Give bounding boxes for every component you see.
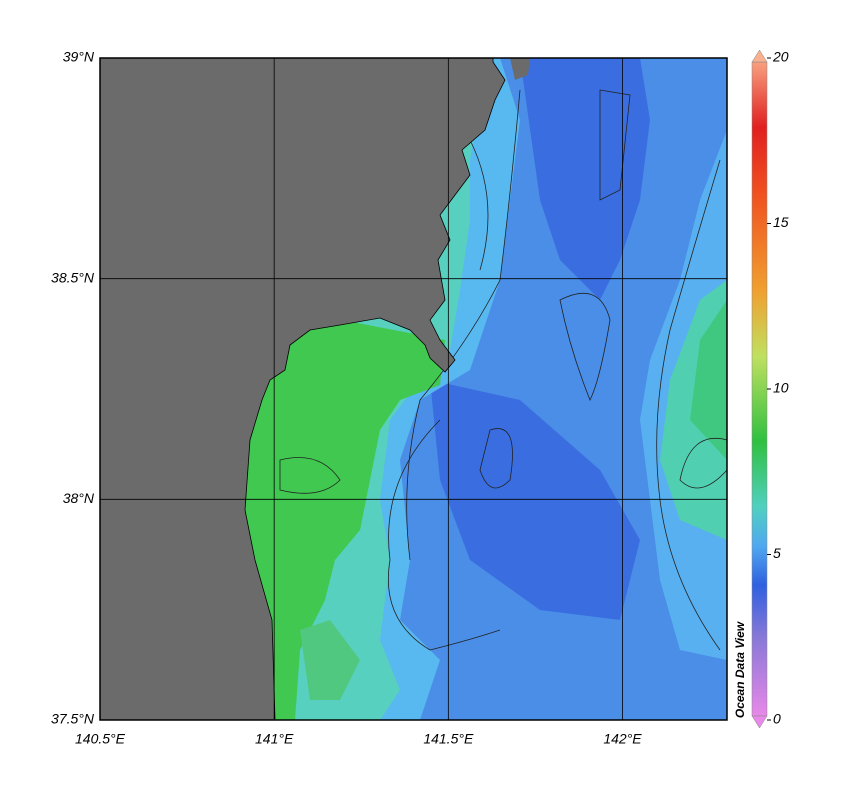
- x-tick-label: 142°E: [603, 731, 642, 747]
- contour: [279, 457, 341, 494]
- contour: [387, 419, 501, 651]
- green-zone: [240, 300, 445, 720]
- credit: Ocean Data View: [733, 621, 747, 718]
- land: [510, 58, 530, 80]
- land: [100, 58, 506, 720]
- x-tick-label: 141.5°E: [423, 731, 474, 747]
- y-tick-label: 38.5°N: [51, 269, 95, 285]
- colorbar-label: 20: [772, 49, 789, 65]
- x-tick-label: 140.5°E: [75, 731, 126, 747]
- contour: [599, 89, 631, 201]
- colorbar-min-arrow: [751, 715, 768, 729]
- colorbar-label: 15: [773, 214, 789, 230]
- colorbar: [751, 61, 768, 717]
- green-zone: [690, 300, 727, 460]
- colorbar-label: 0: [773, 711, 781, 727]
- y-tick-label: 38°N: [63, 490, 95, 506]
- x-tick-label: 141°E: [255, 731, 294, 747]
- map-frame: [99, 57, 728, 721]
- contour: [559, 292, 611, 401]
- contour: [469, 139, 489, 271]
- contour: [679, 438, 727, 489]
- colorbar-label: 5: [773, 545, 781, 561]
- contour: [406, 89, 521, 561]
- contour: [656, 159, 721, 651]
- y-tick-label: 39°N: [63, 49, 95, 65]
- colorbar-max-arrow: [751, 49, 768, 63]
- y-tick-label: 37.5°N: [51, 711, 95, 727]
- low-zone: [430, 380, 640, 620]
- colorbar-label: 10: [773, 380, 789, 396]
- contour: [479, 428, 513, 489]
- green-zone: [300, 620, 360, 700]
- low-zone: [520, 58, 650, 300]
- map-field: [100, 58, 727, 720]
